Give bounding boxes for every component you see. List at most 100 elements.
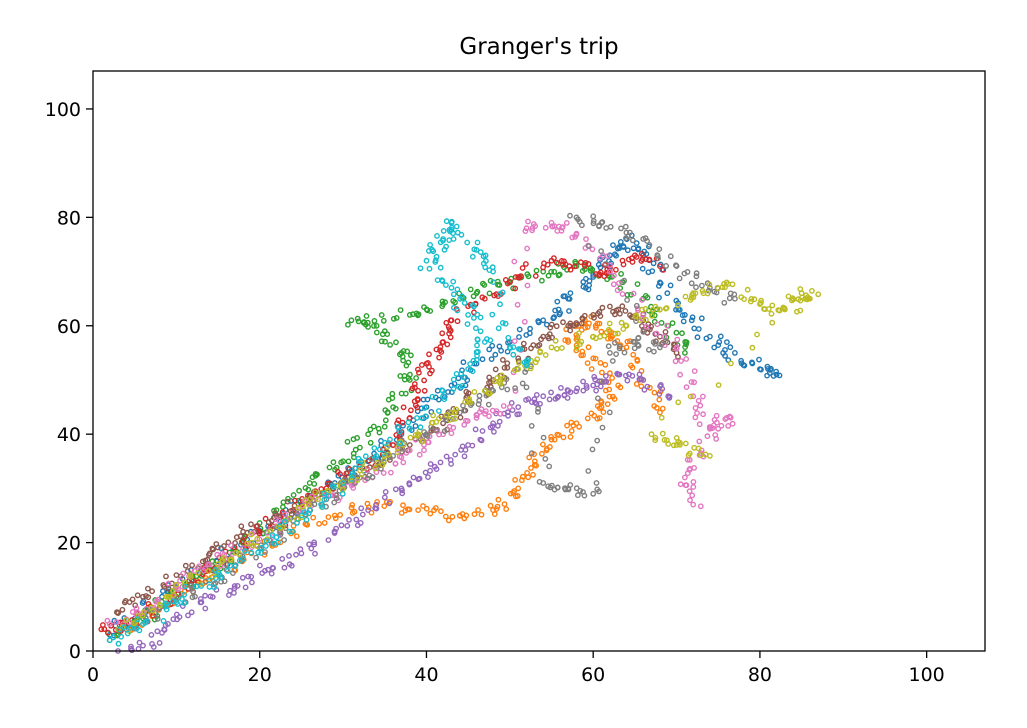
trail-point bbox=[386, 454, 393, 461]
trail-point bbox=[553, 259, 560, 266]
trail-point bbox=[524, 469, 530, 476]
trail-point bbox=[432, 427, 439, 434]
trail-point bbox=[682, 344, 688, 350]
trail-point bbox=[655, 255, 661, 262]
data-point bbox=[431, 463, 438, 470]
trail-point bbox=[629, 237, 636, 244]
trail-point bbox=[418, 415, 425, 421]
trail-point bbox=[428, 419, 435, 426]
trail-point bbox=[429, 246, 435, 253]
trail-point bbox=[576, 423, 582, 430]
trail-point bbox=[161, 627, 168, 633]
trail-point bbox=[346, 517, 352, 523]
trail-point bbox=[173, 611, 180, 618]
trail-point bbox=[207, 593, 214, 600]
data-point bbox=[306, 507, 313, 513]
trail-point bbox=[428, 367, 435, 374]
trail-point bbox=[502, 320, 509, 327]
trail-point bbox=[624, 247, 631, 254]
trail-point bbox=[580, 316, 586, 322]
trail-point bbox=[363, 313, 370, 319]
trail-point bbox=[504, 409, 511, 416]
trail-point bbox=[466, 396, 473, 402]
trail-point bbox=[439, 339, 446, 346]
trail-point bbox=[571, 263, 578, 270]
trail-point bbox=[442, 282, 449, 288]
x-tick-label: 100 bbox=[909, 664, 945, 686]
trail-point bbox=[450, 236, 457, 242]
trail-point bbox=[652, 303, 659, 310]
trail-point bbox=[612, 330, 619, 337]
trail-point bbox=[576, 330, 582, 336]
trail-point bbox=[453, 406, 460, 413]
trail-point bbox=[126, 599, 133, 605]
trail-point bbox=[682, 293, 689, 300]
data-point bbox=[481, 387, 488, 394]
trail-point bbox=[344, 321, 351, 328]
trail-point bbox=[254, 523, 261, 529]
trail-point bbox=[563, 219, 570, 226]
trail-point bbox=[446, 416, 453, 423]
trail-point bbox=[469, 253, 476, 260]
trail-point bbox=[656, 306, 663, 313]
trail-point bbox=[600, 409, 607, 415]
trail-point bbox=[696, 438, 703, 445]
trail-point bbox=[676, 275, 683, 282]
trail-point bbox=[380, 470, 387, 476]
trail-point bbox=[415, 369, 422, 376]
trail-point bbox=[572, 260, 579, 267]
trail-point bbox=[619, 291, 626, 297]
trail-point bbox=[532, 273, 539, 279]
trail-point bbox=[459, 382, 466, 389]
trail-point bbox=[613, 351, 619, 357]
trail-point bbox=[501, 364, 508, 371]
trail-point bbox=[302, 497, 309, 503]
trail-point bbox=[754, 331, 760, 338]
trail-point bbox=[535, 408, 541, 415]
trail-point bbox=[635, 246, 641, 253]
trail-point bbox=[573, 320, 580, 326]
trail-point bbox=[587, 267, 594, 274]
trail-point bbox=[188, 609, 195, 616]
trail-point bbox=[597, 333, 603, 340]
trail-point bbox=[224, 568, 231, 574]
trail-point bbox=[450, 424, 457, 431]
trail-point bbox=[542, 224, 549, 231]
trail-point bbox=[465, 390, 472, 397]
trail-point bbox=[662, 328, 669, 335]
trail-point bbox=[134, 616, 141, 622]
trail-point bbox=[371, 317, 378, 324]
trail-point bbox=[211, 581, 217, 588]
trail-point bbox=[776, 372, 783, 379]
trail-point bbox=[573, 388, 580, 395]
trail-point bbox=[656, 391, 663, 397]
data-point bbox=[340, 458, 346, 465]
trail-point bbox=[351, 480, 358, 487]
data-point bbox=[240, 556, 247, 562]
trail-point bbox=[349, 501, 356, 508]
trail-point bbox=[448, 461, 454, 467]
trail-point bbox=[560, 261, 566, 268]
trail-point bbox=[286, 528, 293, 535]
trail-point bbox=[674, 302, 681, 309]
trail-point bbox=[617, 310, 623, 317]
trail-point bbox=[389, 390, 396, 397]
trail-point bbox=[476, 392, 483, 399]
trail-point bbox=[630, 351, 637, 358]
trail-point bbox=[643, 323, 650, 330]
trail-point bbox=[686, 488, 693, 495]
data-point bbox=[657, 263, 663, 269]
trail-point bbox=[233, 534, 240, 541]
trail-point bbox=[646, 256, 653, 263]
trail-point bbox=[358, 471, 365, 478]
trail-point bbox=[516, 274, 523, 281]
trail-point bbox=[472, 426, 479, 433]
trail-point bbox=[585, 468, 592, 474]
trail-point bbox=[448, 226, 455, 233]
trail-point bbox=[282, 511, 289, 518]
trail-point bbox=[474, 352, 480, 359]
trail-point bbox=[507, 278, 513, 285]
trail-point bbox=[405, 419, 412, 426]
trail-point bbox=[490, 279, 497, 285]
trail-point bbox=[382, 407, 389, 413]
